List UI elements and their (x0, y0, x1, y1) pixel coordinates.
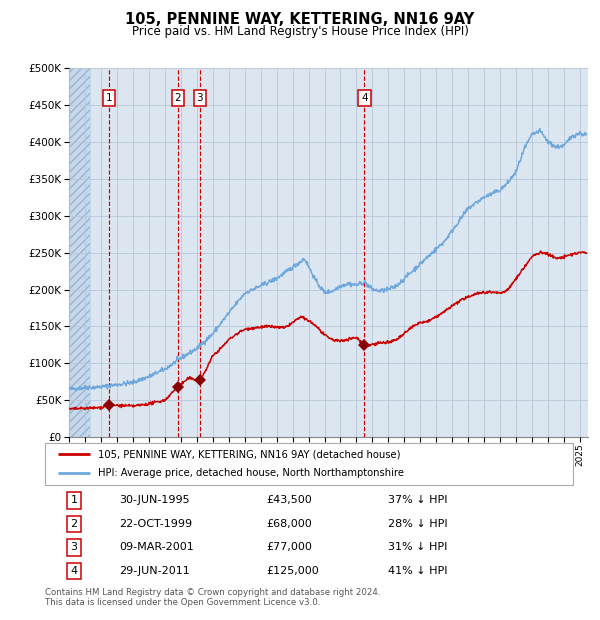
Text: £125,000: £125,000 (267, 566, 320, 576)
Text: 4: 4 (361, 93, 368, 103)
Text: 1: 1 (71, 495, 77, 505)
Text: 3: 3 (71, 542, 77, 552)
Bar (69, 68, 90, 437)
Text: HPI: Average price, detached house, North Northamptonshire: HPI: Average price, detached house, Nort… (98, 469, 404, 479)
FancyBboxPatch shape (45, 443, 573, 485)
Text: 28% ↓ HPI: 28% ↓ HPI (388, 519, 448, 529)
Text: 105, PENNINE WAY, KETTERING, NN16 9AY (detached house): 105, PENNINE WAY, KETTERING, NN16 9AY (d… (98, 449, 400, 459)
Text: £43,500: £43,500 (267, 495, 313, 505)
Text: Price paid vs. HM Land Registry's House Price Index (HPI): Price paid vs. HM Land Registry's House … (131, 25, 469, 38)
Bar (69, 68, 90, 437)
Text: 37% ↓ HPI: 37% ↓ HPI (388, 495, 448, 505)
Text: 105, PENNINE WAY, KETTERING, NN16 9AY: 105, PENNINE WAY, KETTERING, NN16 9AY (125, 12, 475, 27)
Text: 2: 2 (70, 519, 77, 529)
Text: £77,000: £77,000 (267, 542, 313, 552)
Text: 29-JUN-2011: 29-JUN-2011 (119, 566, 190, 576)
Text: 3: 3 (196, 93, 203, 103)
Text: 31% ↓ HPI: 31% ↓ HPI (388, 542, 448, 552)
Text: £68,000: £68,000 (267, 519, 313, 529)
Text: Contains HM Land Registry data © Crown copyright and database right 2024.
This d: Contains HM Land Registry data © Crown c… (45, 588, 380, 607)
Text: 22-OCT-1999: 22-OCT-1999 (119, 519, 192, 529)
Text: 09-MAR-2001: 09-MAR-2001 (119, 542, 194, 552)
Text: 30-JUN-1995: 30-JUN-1995 (119, 495, 190, 505)
Text: 1: 1 (106, 93, 112, 103)
Text: 41% ↓ HPI: 41% ↓ HPI (388, 566, 448, 576)
Text: 4: 4 (70, 566, 77, 576)
Text: 2: 2 (175, 93, 181, 103)
